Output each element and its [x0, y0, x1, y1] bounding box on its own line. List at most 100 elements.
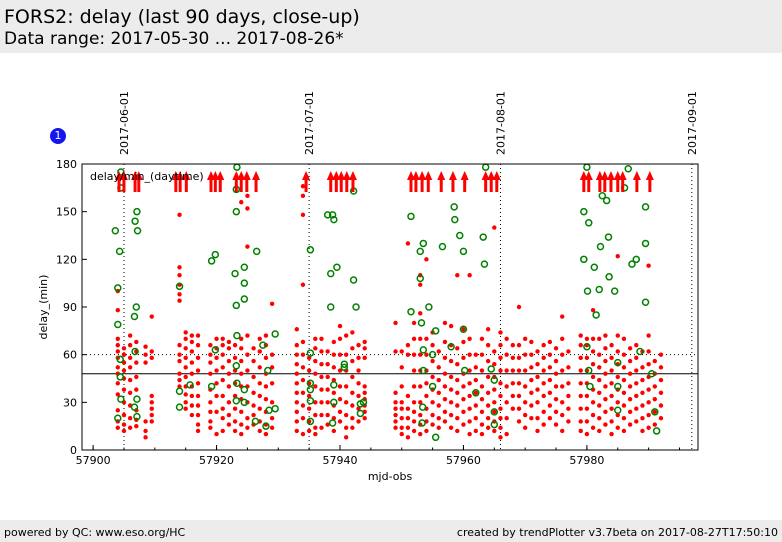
- red-data-point: [356, 393, 361, 399]
- red-data-point: [442, 339, 448, 345]
- red-data-point: [522, 400, 528, 405]
- green-data-point: [583, 287, 592, 295]
- red-data-point: [510, 368, 516, 373]
- red-data-point: [257, 365, 262, 370]
- outlier-arrow-head: [252, 171, 261, 180]
- red-data-point: [115, 307, 120, 313]
- red-data-point: [411, 336, 417, 341]
- red-data-point: [615, 425, 620, 430]
- red-data-point: [331, 352, 337, 357]
- red-data-point: [149, 355, 154, 361]
- green-data-point: [641, 239, 650, 248]
- red-data-point: [411, 409, 417, 415]
- red-data-point: [430, 374, 435, 380]
- red-data-point: [529, 416, 534, 421]
- green-data-point: [490, 420, 499, 429]
- red-data-point: [418, 352, 423, 357]
- red-data-point: [553, 384, 559, 389]
- red-data-point: [634, 419, 639, 424]
- green-data-point: [262, 422, 270, 430]
- red-data-point: [566, 393, 571, 399]
- red-data-point: [418, 311, 423, 316]
- red-data-point: [442, 409, 448, 415]
- red-data-point: [448, 412, 454, 418]
- green-data-point: [330, 381, 338, 389]
- red-data-point: [294, 400, 299, 405]
- green-data-point: [487, 365, 495, 373]
- green-data-point: [323, 211, 332, 219]
- green-data-point: [114, 284, 122, 292]
- red-data-point: [535, 362, 540, 367]
- red-data-point: [183, 355, 188, 361]
- red-data-point: [313, 371, 318, 376]
- red-data-point: [658, 403, 664, 408]
- red-data-point: [300, 377, 306, 383]
- red-data-point: [448, 425, 454, 430]
- red-data-point: [418, 412, 423, 418]
- red-data-point: [350, 374, 355, 380]
- red-data-point: [149, 419, 154, 424]
- green-data-point: [407, 308, 415, 316]
- red-data-point: [399, 416, 404, 421]
- red-data-point: [485, 425, 491, 430]
- green-data-point: [602, 196, 611, 205]
- red-data-point: [220, 342, 225, 348]
- red-data-point: [350, 403, 355, 408]
- red-data-point: [485, 358, 491, 364]
- red-data-point: [646, 333, 651, 338]
- red-data-point: [331, 390, 337, 395]
- red-data-point: [226, 358, 232, 364]
- outlier-arrow-head: [584, 171, 593, 180]
- red-data-point: [640, 416, 645, 421]
- red-data-point: [208, 400, 213, 405]
- red-data-point: [597, 352, 602, 357]
- red-data-point: [436, 390, 441, 395]
- green-data-point: [419, 239, 428, 248]
- green-data-point: [614, 382, 622, 391]
- red-data-point: [504, 336, 509, 341]
- red-data-point: [448, 387, 454, 392]
- info-badge[interactable]: 1: [50, 128, 66, 144]
- green-data-point: [211, 250, 220, 259]
- footer-powered-by[interactable]: powered by QC: www.eso.org/HC: [4, 526, 186, 539]
- green-data-point: [116, 355, 125, 364]
- green-data-point: [328, 419, 337, 427]
- red-data-point: [300, 365, 306, 370]
- outlier-arrow-head: [348, 171, 357, 180]
- red-data-point: [337, 384, 343, 389]
- red-data-point: [337, 368, 343, 373]
- red-data-point: [609, 419, 614, 424]
- y-tick-label: 0: [70, 444, 77, 457]
- red-data-point: [424, 428, 429, 434]
- red-data-point: [634, 368, 639, 373]
- red-data-point: [498, 368, 503, 373]
- red-data-point: [269, 352, 275, 357]
- red-data-point: [143, 435, 148, 440]
- red-data-point: [492, 387, 497, 392]
- red-data-point: [479, 431, 485, 437]
- outlier-arrow-head: [632, 171, 641, 180]
- red-data-point: [516, 381, 522, 386]
- red-data-point: [566, 349, 571, 354]
- red-data-point: [343, 384, 349, 389]
- green-data-point: [133, 395, 141, 403]
- red-data-point: [393, 412, 398, 418]
- red-data-point: [195, 342, 201, 348]
- red-data-point: [226, 422, 232, 427]
- green-data-point: [130, 312, 139, 321]
- red-data-point: [492, 349, 497, 354]
- red-data-point: [485, 390, 491, 395]
- green-data-point: [132, 303, 141, 311]
- green-data-point: [116, 373, 125, 381]
- outlier-arrow-head: [424, 171, 433, 180]
- red-data-point: [208, 352, 213, 357]
- red-data-point: [467, 393, 472, 399]
- red-data-point: [646, 400, 651, 405]
- red-data-point: [232, 406, 238, 411]
- green-data-point: [306, 246, 315, 254]
- red-data-point: [350, 416, 355, 421]
- red-data-point: [393, 390, 398, 395]
- red-data-point: [313, 384, 318, 389]
- red-data-point: [584, 431, 590, 437]
- red-data-point: [455, 273, 460, 278]
